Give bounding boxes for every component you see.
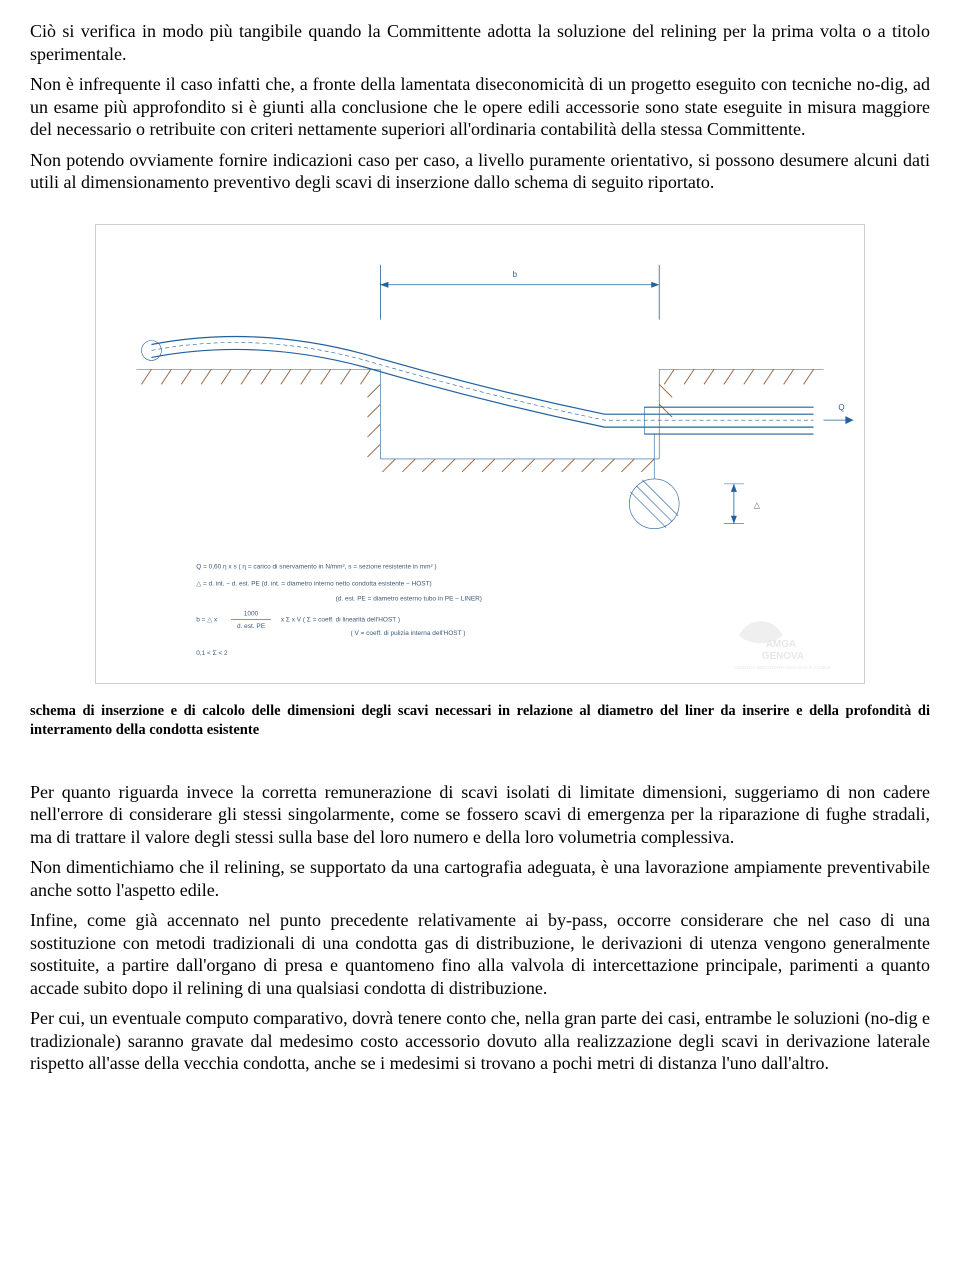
- ground-hatch-left: [137, 369, 381, 384]
- paragraph-6: Infine, come già accennato nel punto pre…: [30, 909, 930, 999]
- delta-label: △: [754, 500, 761, 509]
- dim-b-label: b: [513, 269, 518, 278]
- paragraph-2: Non è infrequente il caso infatti che, a…: [30, 73, 930, 141]
- formula-b-num: 1000: [244, 610, 259, 617]
- paragraph-5: Non dimentichiamo che il relining, se su…: [30, 856, 930, 901]
- paragraph-7: Per cui, un eventuale computo comparativ…: [30, 1007, 930, 1075]
- paragraph-3: Non potendo ovviamente fornire indicazio…: [30, 149, 930, 194]
- formula-delta: △ = d. int. − d. est. PE (d. int. = diam…: [196, 580, 431, 587]
- ground-hatch-right: [659, 369, 823, 384]
- paragraph-1: Ciò si verifica in modo più tangibile qu…: [30, 20, 930, 65]
- svg-text:AMGA: AMGA: [766, 639, 796, 650]
- formula-delta2: (d. est. PE = diametro esterno tubo in P…: [336, 595, 482, 602]
- figure-wrap: b: [95, 224, 865, 684]
- figure-caption: schema di inserzione e di calcolo delle …: [30, 702, 930, 741]
- formula-q: Q = 0,60 η x s ( η = carico di snervamen…: [196, 563, 436, 570]
- logo: AMGA GENOVA AZIENDA MEDITERRANEA GAS E A…: [734, 621, 832, 671]
- formula-b-post: x Σ x V ( Σ = coeff. di linearità dell'H…: [281, 616, 400, 623]
- formula-b-post2: ( V = coeff. di pulizia interna dell'HOS…: [351, 630, 466, 637]
- formula-b-pre: b = △ x: [196, 616, 218, 623]
- svg-text:AZIENDA MEDITERRANEA GAS E ACQ: AZIENDA MEDITERRANEA GAS E ACQUA: [734, 665, 832, 671]
- svg-text:GENOVA: GENOVA: [762, 651, 804, 662]
- formula-range: 0,1 < Σ < 2: [196, 650, 228, 657]
- paragraph-4: Per quanto riguarda invece la corretta r…: [30, 781, 930, 849]
- diagram-figure: b: [95, 224, 865, 684]
- q-label: Q: [838, 403, 844, 412]
- formula-b-den: d. est. PE: [237, 623, 266, 630]
